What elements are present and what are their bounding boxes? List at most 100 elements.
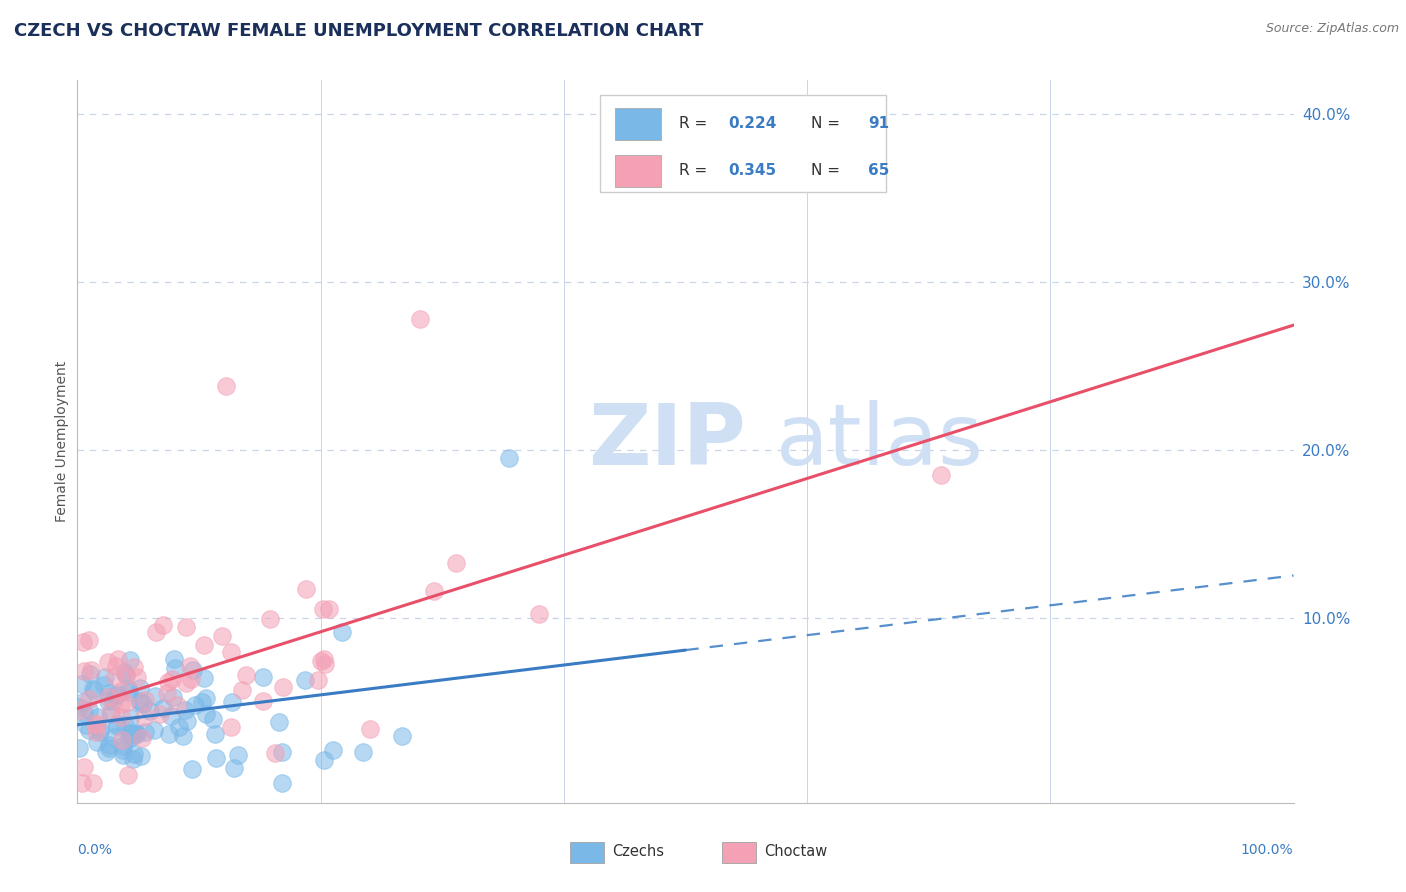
Point [174,703,197,717]
Point [125,727,148,741]
Text: 65: 65 [868,163,889,178]
Point [215,379,238,393]
Point [101,694,124,708]
Point [97,656,120,670]
Point [86,735,108,749]
Point [179,658,201,673]
FancyBboxPatch shape [721,842,756,863]
Point [122,747,145,762]
Point [174,620,197,634]
Point [174,676,197,690]
Point [162,690,184,704]
Point [527,607,550,621]
Point [191,695,214,709]
Point [155,685,177,699]
Point [138,704,160,718]
Point [70,703,93,717]
Point [115,696,138,710]
Point [79,667,101,681]
FancyBboxPatch shape [569,842,605,863]
Point [176,714,198,728]
Text: Source: ZipAtlas.com: Source: ZipAtlas.com [1265,22,1399,36]
Point [121,730,143,744]
Text: ZIP: ZIP [588,400,745,483]
Point [112,665,135,679]
Point [103,730,125,744]
Point [219,645,242,659]
Point [271,680,294,694]
Point [330,625,353,640]
Point [134,724,156,739]
Point [89,722,111,736]
Point [110,710,132,724]
Text: 100.0%: 100.0% [1241,843,1294,856]
Text: 0.0%: 0.0% [77,843,112,856]
Text: 0.345: 0.345 [728,163,776,178]
Point [134,692,156,706]
Point [231,683,253,698]
Point [270,745,292,759]
Point [111,739,134,754]
Point [252,670,274,684]
Point [312,601,335,615]
Point [75,717,97,731]
Y-axis label: Female Unemployment: Female Unemployment [55,361,69,522]
FancyBboxPatch shape [614,108,661,140]
Point [391,729,413,743]
Point [181,663,204,677]
Point [352,745,374,759]
Point [118,725,141,739]
Point [318,602,340,616]
Point [422,583,444,598]
Point [149,706,172,721]
Point [120,726,142,740]
Point [79,723,101,737]
Point [96,745,118,759]
Point [162,672,184,686]
Text: Choctaw: Choctaw [765,845,828,859]
Point [252,694,274,708]
Point [295,582,318,596]
Point [79,703,101,717]
Point [160,709,183,723]
Point [129,681,152,695]
Text: atlas: atlas [776,400,983,483]
Point [93,678,115,692]
Point [314,753,336,767]
Point [172,729,194,743]
Point [134,709,156,723]
Point [97,686,120,700]
Point [115,667,138,681]
Text: N =: N = [811,117,845,131]
Point [204,727,226,741]
Point [117,682,139,697]
Point [152,701,174,715]
Point [114,718,136,732]
Point [142,723,165,737]
Point [111,733,134,747]
Point [311,654,333,668]
Text: 0.224: 0.224 [728,117,776,131]
Point [235,668,257,682]
Point [184,698,207,713]
Point [226,748,249,763]
Point [111,747,134,762]
Point [132,697,155,711]
Point [118,653,141,667]
Point [105,716,128,731]
Point [86,725,108,739]
Point [166,698,188,712]
Text: Czechs: Czechs [613,845,665,859]
Point [94,670,117,684]
Point [180,672,202,686]
Point [224,761,246,775]
Point [271,775,294,789]
Point [125,726,148,740]
Point [322,743,344,757]
Point [73,706,96,720]
Point [314,657,336,672]
Point [145,624,167,639]
Point [118,685,141,699]
Point [165,661,187,675]
Point [73,759,96,773]
